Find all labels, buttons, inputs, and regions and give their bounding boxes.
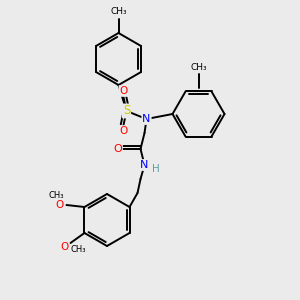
Text: O: O	[113, 144, 122, 154]
Text: CH₃: CH₃	[49, 190, 64, 200]
Text: S: S	[123, 104, 130, 118]
Text: O: O	[119, 86, 128, 96]
Text: CH₃: CH₃	[71, 245, 86, 254]
Text: N: N	[140, 160, 149, 170]
Text: O: O	[119, 126, 128, 136]
Text: H: H	[152, 164, 159, 174]
Text: O: O	[56, 200, 64, 210]
Text: CH₃: CH₃	[190, 62, 207, 71]
Text: O: O	[60, 242, 69, 252]
Text: N: N	[142, 114, 151, 124]
Text: CH₃: CH₃	[110, 8, 127, 16]
